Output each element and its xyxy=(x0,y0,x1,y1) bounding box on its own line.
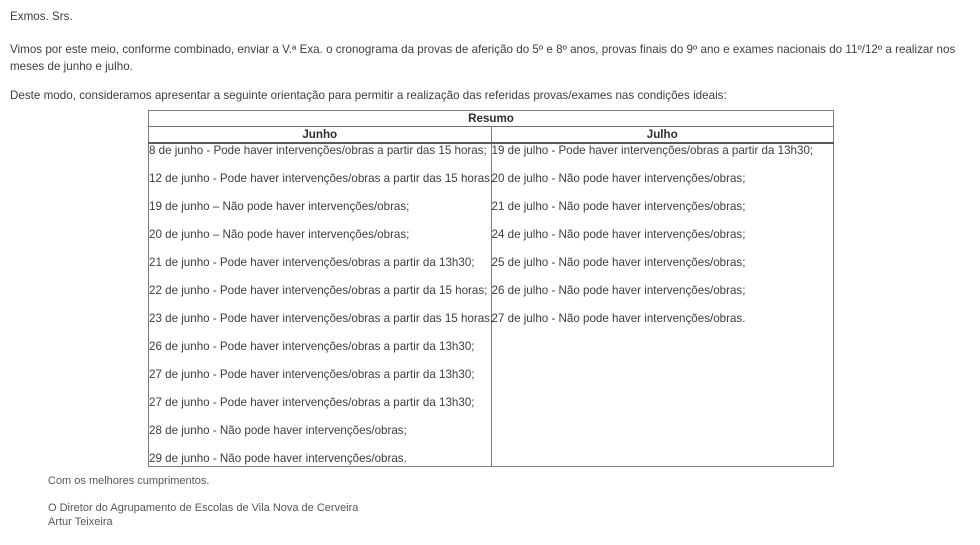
list-item: 25 de julho - Não pode haver intervençõe… xyxy=(491,256,746,269)
list-item: 26 de julho - Não pode haver intervençõe… xyxy=(491,284,746,297)
table-title-row: Resumo xyxy=(148,110,834,127)
signer-role: O Diretor do Agrupamento de Escolas de V… xyxy=(48,502,359,514)
julho-entry-list: 19 de julho - Pode haver intervenções/ob… xyxy=(492,144,834,326)
intent-paragraph: Deste modo, consideramos apresentar a se… xyxy=(10,89,727,102)
column-header-julho: Julho xyxy=(490,126,834,144)
list-item: 21 de junho - Pode haver intervenções/ob… xyxy=(149,256,475,269)
list-item: 29 de junho - Não pode haver intervençõe… xyxy=(149,452,407,465)
list-item: 27 de junho - Pode haver intervenções/ob… xyxy=(149,396,475,409)
salutation-paragraph: Exmos. Srs. xyxy=(10,10,73,23)
lead-paragraph: Vimos por este meio, conforme combinado,… xyxy=(10,43,956,73)
list-item: 26 de junho - Pode haver intervenções/ob… xyxy=(149,340,475,353)
list-item: 23 de junho - Pode haver intervenções/ob… xyxy=(149,312,494,325)
list-item: 19 de julho - Pode haver intervenções/ob… xyxy=(491,144,814,157)
letter-body: Exmos. Srs. Vimos por este meio, conform… xyxy=(10,8,972,104)
column-cell-junho: 8 de junho - Pode haver intervenções/obr… xyxy=(148,142,494,467)
table-title-cell: Resumo xyxy=(148,110,834,127)
list-item: 27 de junho - Pode haver intervenções/ob… xyxy=(149,368,475,381)
list-item: 21 de julho - Não pode haver intervençõe… xyxy=(491,200,746,213)
table-header-row: Junho Julho xyxy=(148,126,834,144)
list-item: 22 de junho - Pode haver intervenções/ob… xyxy=(149,284,488,297)
list-item: 8 de junho - Pode haver intervenções/obr… xyxy=(149,144,487,157)
signature-block: Com os melhores cumprimentos. O Diretor … xyxy=(48,474,358,529)
list-item: 24 de julho - Não pode haver intervençõe… xyxy=(491,228,746,241)
closing-line: Com os melhores cumprimentos. xyxy=(48,475,210,487)
column-cell-julho: 19 de julho - Pode haver intervenções/ob… xyxy=(490,142,834,467)
list-item: 19 de junho – Não pode haver intervençõe… xyxy=(149,200,410,213)
summary-table-container: Resumo Junho Julho 8 de junho - Pode hav… xyxy=(148,110,834,467)
list-item: 20 de julho - Não pode haver intervençõe… xyxy=(491,172,746,185)
list-item: 12 de junho - Pode haver intervenções/ob… xyxy=(149,172,494,185)
column-header-junho: Junho xyxy=(148,126,492,144)
list-item: 28 de junho - Não pode haver intervençõe… xyxy=(149,424,407,437)
list-item: 20 de junho – Não pode haver intervençõe… xyxy=(149,228,410,241)
junho-entry-list: 8 de junho - Pode haver intervenções/obr… xyxy=(149,144,494,466)
list-item: 27 de julho - Não pode haver intervençõe… xyxy=(491,312,746,325)
signer-name: Artur Teixeira xyxy=(48,516,113,528)
table-content-row: 8 de junho - Pode haver intervenções/obr… xyxy=(148,142,834,467)
summary-table: Resumo Junho Julho 8 de junho - Pode hav… xyxy=(148,110,834,467)
